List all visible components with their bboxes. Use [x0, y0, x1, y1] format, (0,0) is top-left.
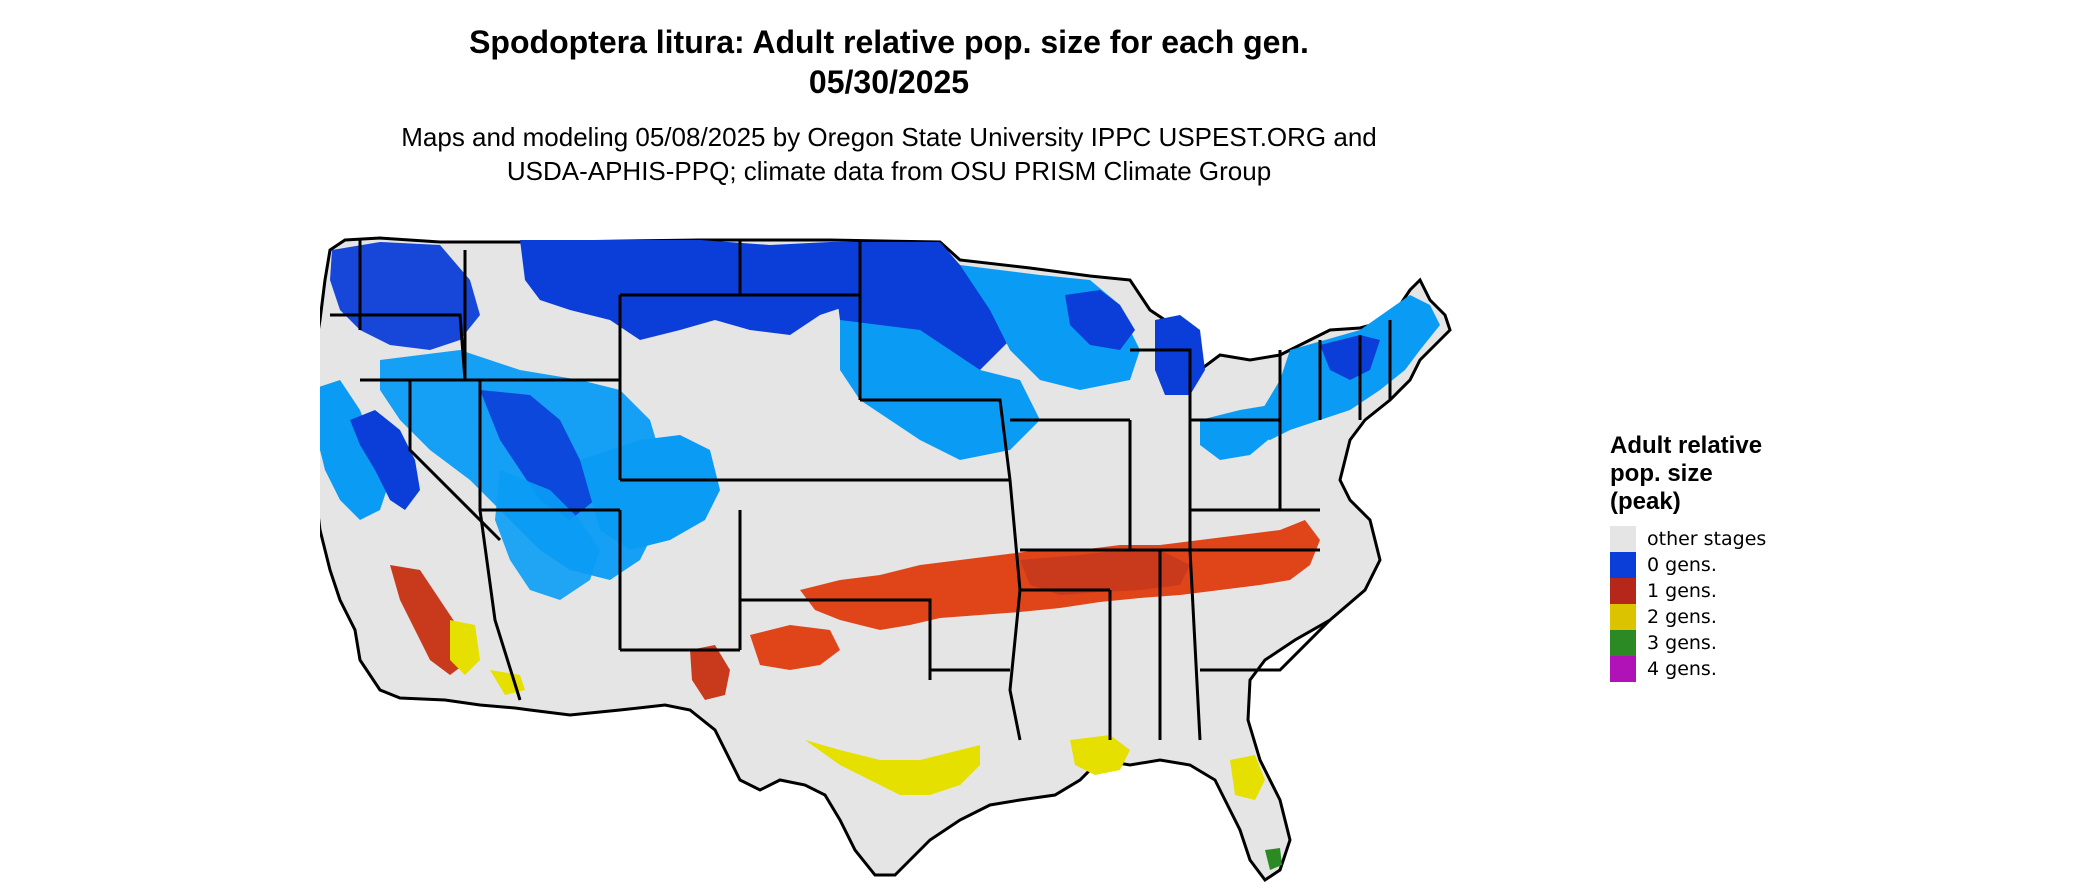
zone-0gens-colorado [580, 435, 720, 550]
zone-0gens-california-coast [320, 380, 390, 520]
zone-3gens-florida-tip [1265, 848, 1282, 870]
legend-label: other stages [1647, 528, 1767, 550]
subtitle-line-1: Maps and modeling 05/08/2025 by Oregon S… [401, 122, 1377, 152]
legend-title-line-1: Adult relative [1610, 432, 1763, 459]
legend-label: 2 gens. [1647, 606, 1717, 628]
zone-2gens-florida [1230, 755, 1265, 800]
zone-0gens-wisconsin [1065, 290, 1135, 350]
zone-2gens-louisiana [1070, 735, 1130, 775]
legend-item-4-gens: 4 gens. [1610, 656, 1870, 682]
zone-0gens-northeast-dark [1320, 335, 1380, 380]
legend-label: 1 gens. [1647, 580, 1717, 602]
zone-0gens-sierra [350, 410, 420, 510]
legend-title-line-3: (peak) [1610, 488, 1681, 515]
legend-swatch [1610, 656, 1636, 682]
legend-swatch [1610, 526, 1636, 552]
map-title: Spodoptera litura: Adult relative pop. s… [0, 22, 1778, 102]
subtitle-line-2: USDA-APHIS-PPQ; climate data from OSU PR… [506, 156, 1272, 186]
zone-1gens-southeast-dark [1020, 550, 1190, 595]
zone-0gens-rockies [480, 390, 595, 520]
state-borders [330, 240, 1392, 741]
legend-swatch [1610, 604, 1636, 630]
legend-swatch [1610, 552, 1636, 578]
zone-0gens-light-northplains [840, 320, 1040, 460]
title-line-2: 05/30/2025 [808, 64, 970, 100]
legend-label: 3 gens. [1647, 632, 1717, 654]
zone-0gens-montana [520, 240, 865, 340]
us-map [320, 220, 1580, 890]
zone-0gens-michigan [1155, 315, 1205, 395]
legend-title: Adult relative pop. size (peak) [1610, 432, 1870, 516]
map-subtitle: Maps and modeling 05/08/2025 by Oregon S… [0, 120, 1778, 188]
legend-item-3-gens: 3 gens. [1610, 630, 1870, 656]
title-line-1: Spodoptera litura: Adult relative pop. s… [469, 24, 1309, 60]
zone-0gens-arizona [495, 470, 600, 600]
legend-swatch [1610, 630, 1636, 656]
legend-swatch [1610, 578, 1636, 604]
legend-item-0-gens: 0 gens. [1610, 552, 1870, 578]
legend-label: 0 gens. [1647, 554, 1717, 576]
zone-1gens-texas-strip [750, 625, 840, 670]
legend-label: 4 gens. [1647, 658, 1717, 680]
legend-item-1-gens: 1 gens. [1610, 578, 1870, 604]
zone-1gens-nmex [690, 645, 730, 700]
zone-0gens-northwest [330, 242, 480, 350]
zone-2gens-arizona [450, 620, 480, 675]
legend-item-2-gens: 2 gens. [1610, 604, 1870, 630]
zone-2gens-texas-coast [805, 740, 980, 795]
legend-item-other-stages: other stages [1610, 526, 1870, 552]
us-map-svg [320, 236, 1452, 883]
legend-title-line-2: pop. size [1610, 460, 1713, 487]
map-legend: Adult relative pop. size (peak) other st… [1610, 432, 1870, 682]
